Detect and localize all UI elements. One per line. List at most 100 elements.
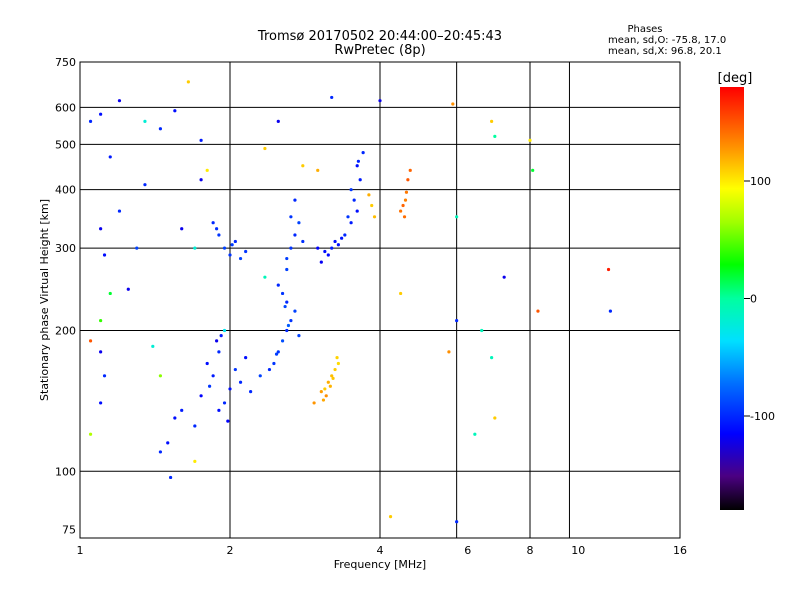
echo-point [328, 384, 332, 388]
echo-point [263, 275, 267, 279]
echo-point [99, 112, 103, 116]
echo-point [143, 119, 147, 123]
echo-point [151, 344, 155, 348]
echo-point [238, 256, 243, 261]
echo-point [326, 380, 330, 384]
echo-point [324, 394, 328, 398]
y-tick-label: 200 [55, 324, 76, 337]
echo-point [217, 408, 221, 412]
echo-point [180, 227, 184, 231]
echo-point [336, 361, 340, 366]
echo-point [331, 376, 335, 380]
y-axis-label: Stationary phase Virtual Height [km] [38, 199, 51, 401]
x-tick-label: 4 [377, 544, 384, 557]
echo-point [297, 221, 301, 225]
echo-point [222, 328, 227, 333]
echo-point [340, 236, 344, 240]
echo-point [226, 419, 230, 423]
echo-point [215, 227, 219, 231]
echo-point [531, 168, 535, 172]
echo-point [404, 190, 409, 194]
echo-point [233, 367, 237, 372]
echo-point [222, 246, 227, 250]
echo-point [99, 401, 103, 405]
echo-point [447, 350, 451, 354]
echo-point [401, 203, 405, 208]
echo-point [126, 287, 130, 291]
echo-point [408, 168, 412, 172]
echo-point [293, 198, 297, 202]
echo-point [333, 367, 337, 372]
colorbar-tick-label: 0 [750, 293, 757, 306]
echo-point [199, 394, 203, 398]
echo-point [490, 119, 494, 123]
y-tick-label: 100 [55, 465, 76, 478]
y-tick-label: 75 [62, 524, 76, 537]
echo-point [319, 260, 323, 264]
echo-point [249, 390, 253, 394]
echo-point [193, 424, 197, 428]
echo-point [286, 323, 291, 328]
echo-point [193, 246, 197, 250]
y-tick-label: 400 [55, 184, 76, 197]
echo-point [349, 221, 353, 225]
echo-point [493, 134, 497, 138]
grid-lines [80, 62, 680, 538]
x-tick-label: 10 [571, 544, 585, 557]
echo-point [193, 459, 197, 463]
colorbar-tick-label: -100 [750, 410, 775, 423]
echo-point [267, 367, 272, 372]
echo-point [536, 309, 540, 313]
echo-point [244, 249, 248, 254]
echo-point [276, 119, 280, 123]
echo-point [330, 95, 334, 100]
echo-point [319, 390, 323, 394]
echo-point [285, 300, 289, 304]
echo-point [99, 318, 103, 323]
echo-point [276, 350, 280, 354]
echo-point [451, 102, 455, 106]
echo-point [473, 432, 477, 436]
echo-point [606, 267, 611, 272]
echo-point [173, 416, 177, 420]
x-tick-label: 16 [673, 544, 687, 557]
echo-point [228, 387, 232, 391]
echo-point [399, 291, 403, 296]
echo-point [211, 374, 215, 378]
echo-point [199, 178, 203, 182]
echo-point [117, 209, 122, 213]
x-axis-label: Frequency [MHz] [334, 558, 426, 571]
x-tick-label: 1 [77, 544, 84, 557]
echo-point [222, 401, 227, 405]
echo-point [108, 155, 112, 159]
echo-point [238, 380, 243, 384]
echo-point [399, 209, 403, 213]
echo-point [158, 450, 163, 454]
echo-point [370, 203, 374, 208]
echo-point [108, 291, 112, 296]
x-axis: 1 2 4 6 8 10 16 [77, 544, 688, 557]
echo-point [285, 256, 289, 261]
y-tick-label: 500 [55, 138, 76, 151]
colorbar-label: [deg] [718, 71, 753, 86]
echo-point [135, 246, 139, 250]
echo-point [323, 387, 327, 391]
echo-point [180, 408, 184, 412]
echo-point [205, 168, 209, 172]
echo-point [228, 253, 232, 257]
y-tick-label: 750 [55, 56, 76, 69]
echo-point [323, 249, 327, 254]
echo-point [215, 339, 219, 343]
y-axis: 75 100 200 300 400 500 600 750 [55, 56, 76, 537]
echo-point [186, 80, 190, 84]
echo-point [406, 178, 410, 182]
echo-point [88, 119, 93, 123]
echo-point [367, 193, 371, 197]
echo-point [166, 441, 170, 445]
chart-title: Tromsø 20170502 20:44:00–20:45:43 [257, 29, 502, 44]
echo-points [88, 80, 613, 524]
y-tick-label: 600 [55, 101, 76, 114]
echo-point [280, 339, 285, 343]
echo-point [326, 253, 330, 257]
